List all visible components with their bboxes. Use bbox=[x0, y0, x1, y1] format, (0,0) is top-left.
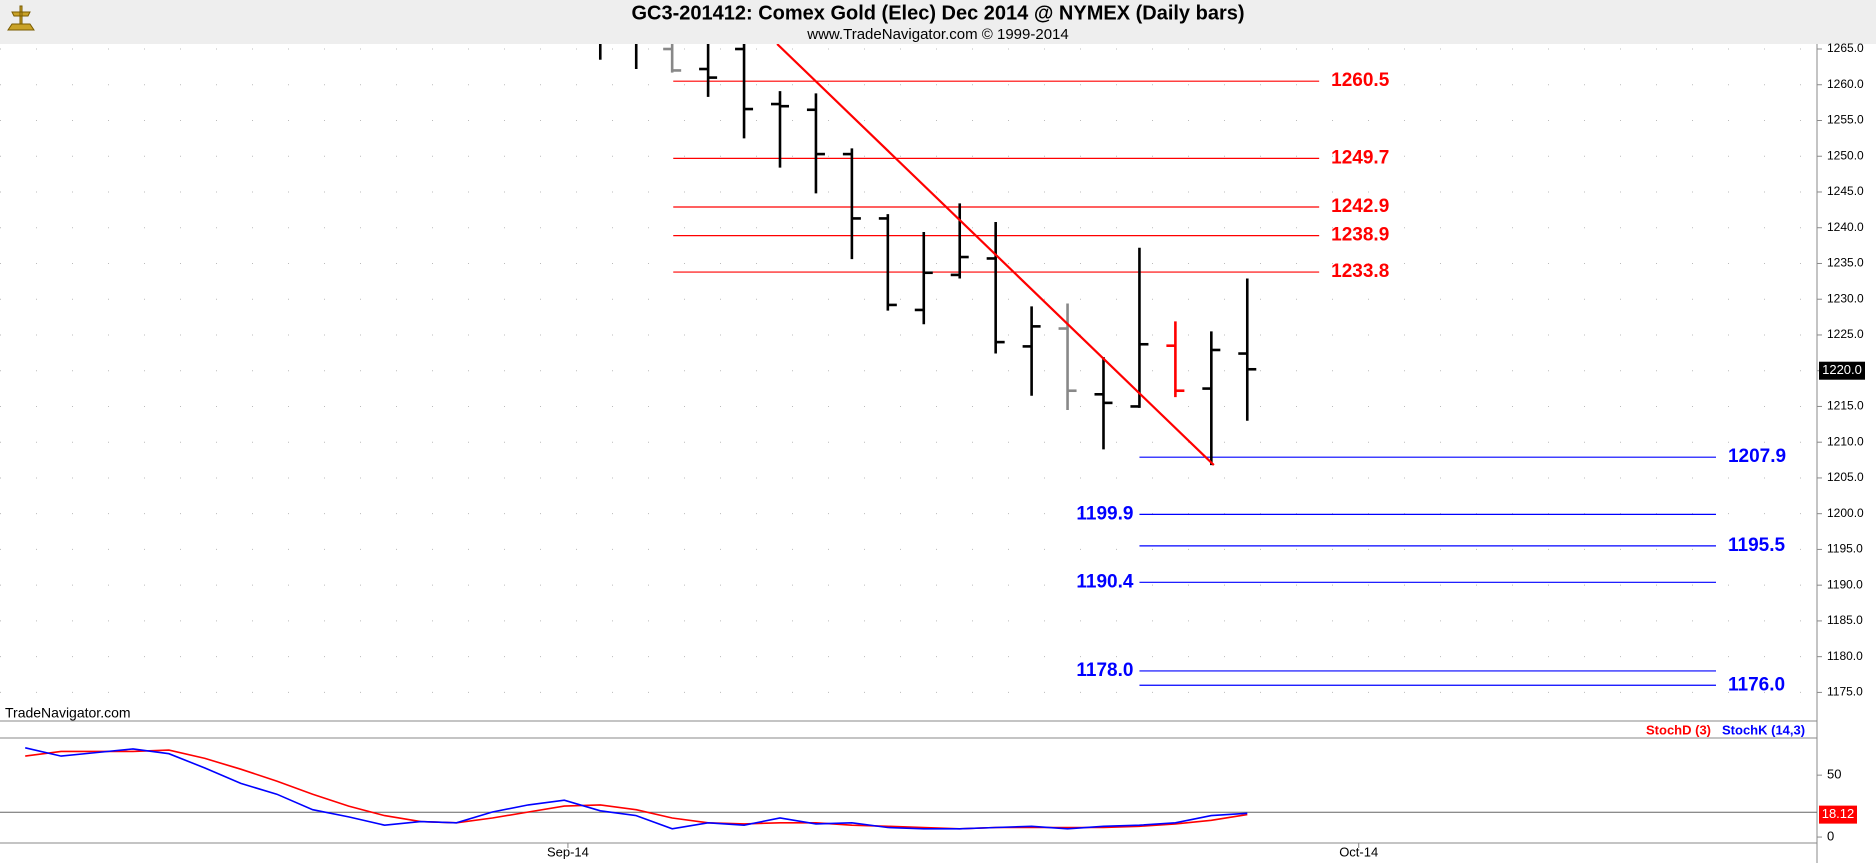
last-price-box bbox=[1819, 361, 1865, 380]
level-label: 1249.7 bbox=[1331, 147, 1389, 168]
level-label: 1242.9 bbox=[1331, 196, 1389, 217]
level-label: 1207.9 bbox=[1728, 446, 1786, 467]
y-tick-label: 50 bbox=[1827, 767, 1841, 782]
y-tick-label: 1205.0 bbox=[1827, 470, 1864, 484]
level-label: 1178.0 bbox=[1076, 660, 1133, 681]
last-value-box bbox=[1819, 805, 1857, 824]
y-tick-label: 1230.0 bbox=[1827, 291, 1864, 305]
chart-subtitle: www.TradeNavigator.com © 1999-2014 bbox=[806, 26, 1068, 43]
x-tick-label: Oct-14 bbox=[1339, 844, 1378, 859]
y-tick-label: 1240.0 bbox=[1827, 220, 1864, 234]
stoch-line bbox=[25, 747, 1248, 830]
y-tick-label: 1260.0 bbox=[1827, 77, 1864, 91]
y-tick-label: 0 bbox=[1827, 828, 1834, 843]
y-tick-label: 1175.0 bbox=[1827, 685, 1863, 699]
level-label: 1176.0 bbox=[1728, 674, 1785, 695]
y-tick-label: 1210.0 bbox=[1827, 434, 1864, 448]
level-label: 1233.8 bbox=[1331, 261, 1389, 282]
plot-area bbox=[0, 44, 1817, 693]
y-tick-label: 1195.0 bbox=[1827, 542, 1863, 556]
stoch-line bbox=[25, 749, 1248, 830]
x-tick-label: Sep-14 bbox=[547, 844, 589, 859]
trendline bbox=[776, 44, 1215, 466]
level-label: 1238.9 bbox=[1331, 225, 1389, 246]
last-price-label: 1220.0 bbox=[1822, 362, 1862, 377]
watermark: TradeNavigator.com bbox=[5, 705, 131, 721]
y-tick-label: 1185.0 bbox=[1827, 613, 1863, 627]
y-tick-label: 1190.0 bbox=[1827, 577, 1863, 591]
legend-entry: StochD (3) bbox=[1646, 722, 1711, 737]
y-tick-label: 1215.0 bbox=[1827, 399, 1864, 413]
y-tick-label: 1235.0 bbox=[1827, 256, 1864, 270]
last-value-label: 18.12 bbox=[1822, 806, 1855, 821]
y-tick-label: 1180.0 bbox=[1827, 649, 1863, 663]
y-tick-label: 1255.0 bbox=[1827, 113, 1864, 127]
y-tick-label: 1245.0 bbox=[1827, 184, 1864, 198]
level-label: 1195.5 bbox=[1728, 535, 1785, 556]
header-band bbox=[0, 0, 1876, 44]
y-tick-label: 1200.0 bbox=[1827, 506, 1864, 520]
chart-title: GC3-201412: Comex Gold (Elec) Dec 2014 @… bbox=[631, 2, 1244, 24]
y-tick-label: 1225.0 bbox=[1827, 327, 1864, 341]
level-label: 1260.5 bbox=[1331, 70, 1390, 91]
logo bbox=[7, 5, 35, 31]
level-label: 1199.9 bbox=[1076, 503, 1133, 524]
y-tick-label: 1250.0 bbox=[1827, 148, 1864, 162]
legend-entry: StochK (14,3) bbox=[1722, 722, 1805, 737]
y-tick-label: 1265.0 bbox=[1827, 41, 1864, 55]
level-label: 1190.4 bbox=[1076, 571, 1133, 592]
